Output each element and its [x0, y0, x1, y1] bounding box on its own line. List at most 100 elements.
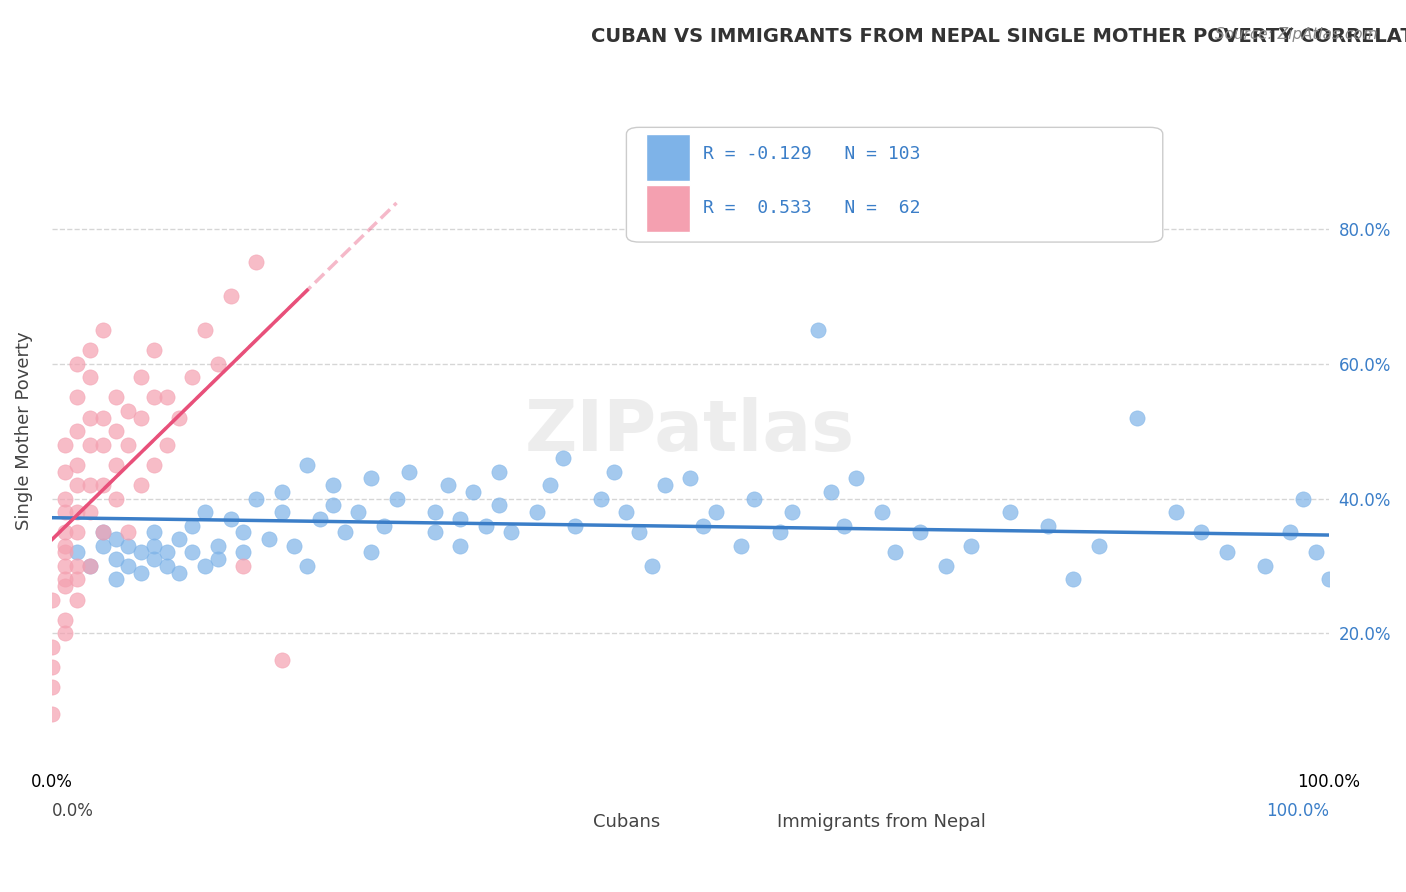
Point: [194, 559, 217, 574]
Point: [142, 390, 165, 404]
Point: [245, 255, 267, 269]
Point: [66, 424, 89, 438]
Point: [463, 484, 485, 499]
Point: [142, 539, 165, 553]
Point: [129, 370, 152, 384]
Point: [270, 653, 292, 667]
Point: [142, 458, 165, 472]
Point: [883, 545, 905, 559]
Point: [41, 707, 63, 722]
Point: [398, 465, 420, 479]
Point: [53, 505, 76, 519]
Point: [79, 505, 101, 519]
Point: [53, 613, 76, 627]
Point: [207, 357, 229, 371]
Point: [602, 465, 624, 479]
Point: [129, 410, 152, 425]
Point: [66, 458, 89, 472]
Point: [79, 437, 101, 451]
Point: [91, 525, 114, 540]
Point: [79, 478, 101, 492]
Point: [66, 478, 89, 492]
Point: [692, 518, 714, 533]
Point: [385, 491, 408, 506]
Point: [1215, 545, 1237, 559]
Point: [79, 343, 101, 357]
Point: [66, 390, 89, 404]
Point: [1036, 518, 1059, 533]
Point: [91, 437, 114, 451]
Point: [66, 357, 89, 371]
Point: [156, 545, 179, 559]
Text: Cubans: Cubans: [593, 814, 659, 831]
Point: [66, 592, 89, 607]
Point: [104, 532, 127, 546]
Point: [91, 525, 114, 540]
Point: [181, 545, 204, 559]
Point: [1305, 545, 1327, 559]
Point: [295, 559, 318, 574]
Point: [129, 545, 152, 559]
Point: [129, 566, 152, 580]
Point: [156, 390, 179, 404]
Point: [832, 518, 855, 533]
Point: [91, 539, 114, 553]
Point: [309, 512, 332, 526]
Point: [41, 640, 63, 654]
Point: [1317, 573, 1340, 587]
Point: [53, 465, 76, 479]
Point: [1189, 525, 1212, 540]
Text: R = -0.129   N = 103: R = -0.129 N = 103: [703, 145, 921, 163]
Point: [742, 491, 765, 506]
Point: [41, 592, 63, 607]
Point: [79, 370, 101, 384]
Point: [704, 505, 727, 519]
Point: [589, 491, 612, 506]
Point: [335, 525, 357, 540]
Text: CUBAN VS IMMIGRANTS FROM NEPAL SINGLE MOTHER POVERTY CORRELATION CHART: CUBAN VS IMMIGRANTS FROM NEPAL SINGLE MO…: [591, 27, 1406, 45]
Point: [1292, 491, 1315, 506]
Point: [156, 559, 179, 574]
Point: [360, 545, 382, 559]
Point: [142, 552, 165, 566]
Text: Source: ZipAtlas.com: Source: ZipAtlas.com: [1215, 27, 1378, 42]
Point: [53, 579, 76, 593]
Point: [679, 471, 702, 485]
Point: [207, 539, 229, 553]
Point: [1279, 525, 1302, 540]
Point: [654, 478, 676, 492]
Point: [373, 518, 395, 533]
Point: [41, 660, 63, 674]
Point: [181, 518, 204, 533]
Point: [91, 410, 114, 425]
Point: [104, 458, 127, 472]
Point: [53, 539, 76, 553]
Point: [66, 505, 89, 519]
Point: [53, 491, 76, 506]
Point: [66, 525, 89, 540]
FancyBboxPatch shape: [645, 134, 690, 181]
Text: 0.0%: 0.0%: [52, 802, 94, 820]
Point: [449, 539, 471, 553]
Point: [91, 478, 114, 492]
Point: [104, 491, 127, 506]
Point: [53, 573, 76, 587]
Point: [564, 518, 586, 533]
Point: [501, 525, 523, 540]
Point: [960, 539, 983, 553]
Point: [181, 370, 204, 384]
Point: [53, 559, 76, 574]
Point: [1088, 539, 1111, 553]
Point: [41, 681, 63, 695]
Point: [360, 471, 382, 485]
Point: [1126, 410, 1149, 425]
Point: [117, 539, 139, 553]
Point: [142, 525, 165, 540]
Point: [232, 525, 254, 540]
Text: 100.0%: 100.0%: [1265, 802, 1329, 820]
Point: [538, 478, 561, 492]
Point: [870, 505, 893, 519]
Point: [283, 539, 305, 553]
Point: [232, 545, 254, 559]
FancyBboxPatch shape: [627, 128, 1163, 242]
